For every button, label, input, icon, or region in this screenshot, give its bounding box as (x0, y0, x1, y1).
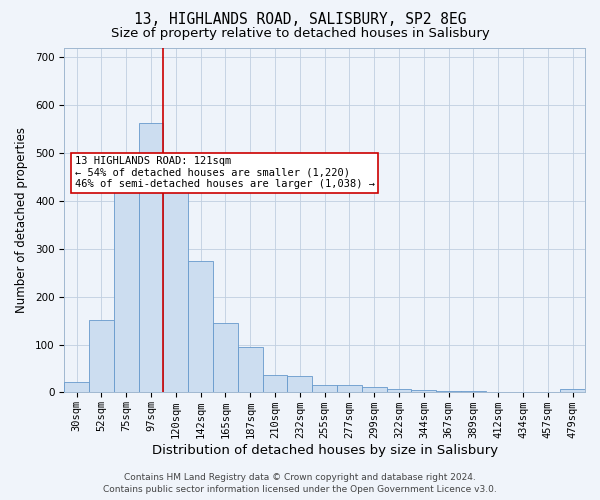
Text: 13 HIGHLANDS ROAD: 121sqm
← 54% of detached houses are smaller (1,220)
46% of se: 13 HIGHLANDS ROAD: 121sqm ← 54% of detac… (75, 156, 375, 190)
Bar (412, 390, 436, 392)
Y-axis label: Number of detached properties: Number of detached properties (15, 127, 28, 313)
Bar (287, 376, 312, 392)
Text: Size of property relative to detached houses in Salisbury: Size of property relative to detached ho… (110, 28, 490, 40)
Bar (461, 390, 486, 392)
Text: Contains HM Land Registry data © Crown copyright and database right 2024.
Contai: Contains HM Land Registry data © Crown c… (103, 472, 497, 494)
Bar (114, 159, 139, 392)
Bar (386, 388, 412, 392)
X-axis label: Distribution of detached houses by size in Salisbury: Distribution of detached houses by size … (152, 444, 498, 458)
Bar (238, 348, 263, 393)
Bar (213, 324, 238, 392)
Bar (163, 180, 188, 392)
Bar (263, 375, 287, 392)
Bar (89, 320, 114, 392)
Bar (560, 389, 585, 392)
Bar (312, 385, 337, 392)
Bar (337, 385, 362, 392)
Bar (139, 123, 163, 392)
Bar (436, 390, 461, 392)
Bar (64, 382, 89, 392)
Bar (188, 260, 213, 392)
Text: 13, HIGHLANDS ROAD, SALISBURY, SP2 8EG: 13, HIGHLANDS ROAD, SALISBURY, SP2 8EG (134, 12, 466, 28)
Bar (362, 387, 386, 392)
